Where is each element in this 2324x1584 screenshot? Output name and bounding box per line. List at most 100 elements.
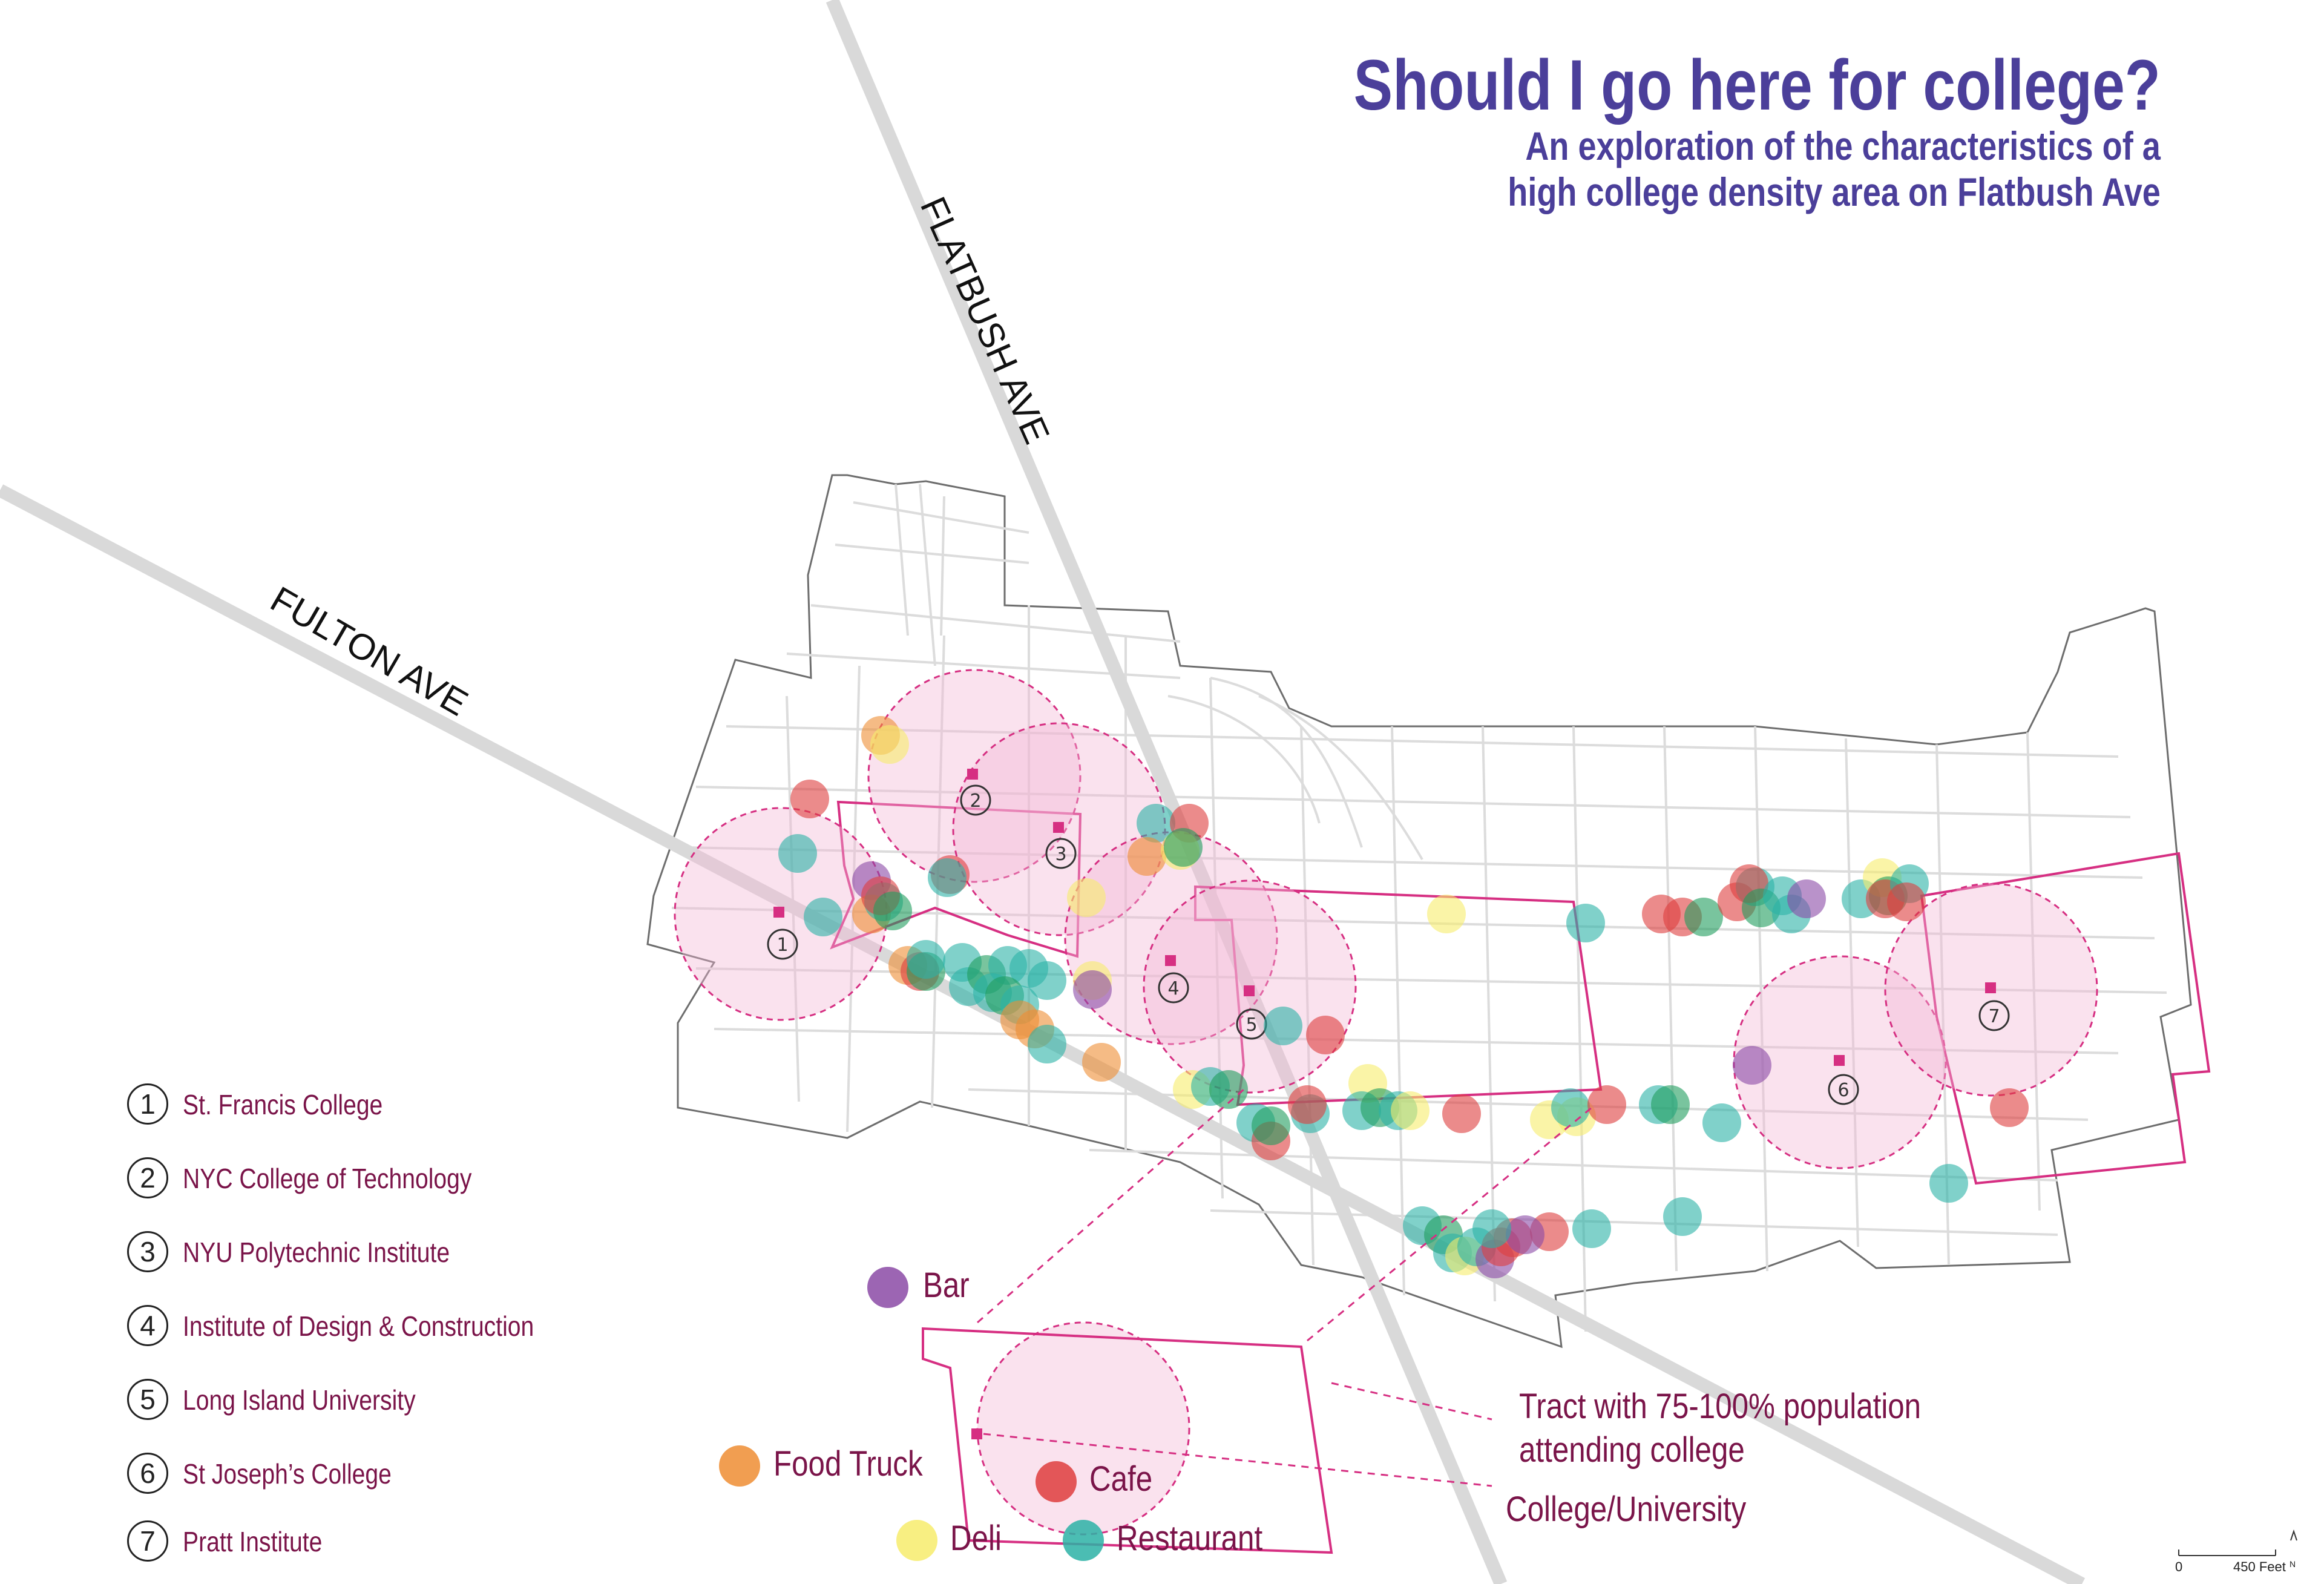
college-number: 4	[127, 1305, 168, 1346]
college-name: St. Francis College	[183, 1089, 383, 1120]
bar-point	[1073, 970, 1112, 1009]
legend-college-university-label: College/University	[1506, 1490, 1747, 1529]
green-point	[873, 892, 912, 930]
north-label: N	[2290, 1559, 2296, 1569]
svg-text:3: 3	[1055, 844, 1066, 865]
tract-boundary	[830, 800, 1082, 958]
bar-point	[1506, 1215, 1544, 1254]
college-name: Institute of Design & Construction	[183, 1310, 534, 1342]
college-buffer-4	[1064, 831, 1278, 1045]
legend-deli-dot	[896, 1520, 937, 1561]
green-point	[1209, 1070, 1248, 1109]
scale-distance-label: 450 Feet	[2233, 1559, 2286, 1574]
page-subtitle-line-1: An exploration of the characteristics of…	[1525, 123, 2161, 168]
college-list-item: 2 NYC College of Technology	[127, 1157, 672, 1200]
college-name: St Joseph’s College	[183, 1458, 392, 1490]
college-marker	[1165, 955, 1176, 966]
food-truck-point	[1128, 837, 1166, 876]
restaurant-point	[1702, 1103, 1741, 1142]
restaurant-point	[1572, 1209, 1611, 1248]
college-marker	[1985, 982, 1996, 993]
tract-boundary	[1920, 852, 2211, 1185]
north-arrow-icon	[2290, 1529, 2297, 1541]
restaurant-point	[1028, 1025, 1066, 1063]
business-points	[778, 716, 2029, 1278]
college-marker	[1834, 1055, 1845, 1066]
college-list-item: 3 NYU Polytechnic Institute	[127, 1231, 672, 1273]
college-number: 3	[127, 1231, 168, 1272]
college-number: 1	[127, 1083, 168, 1125]
deli-point	[1427, 895, 1466, 933]
svg-text:7: 7	[1988, 1006, 2000, 1027]
page-subtitle-line-2: high college density area on Flatbush Av…	[1508, 169, 2161, 214]
legend-restaurant-label: Restaurant	[1117, 1519, 1263, 1558]
deli-point	[1067, 878, 1106, 917]
flatbush-ave-line	[826, 0, 1508, 1584]
page-title: Should I go here for college?	[1353, 45, 2161, 125]
restaurant-point	[1472, 1209, 1511, 1248]
college-name: Long Island University	[183, 1384, 416, 1416]
svg-text:5: 5	[1246, 1014, 1257, 1036]
college-name: NYU Polytechnic Institute	[183, 1237, 450, 1268]
cafe-point	[1990, 1088, 2029, 1127]
restaurant-point	[907, 940, 945, 979]
college-number: 7	[127, 1520, 168, 1562]
cafe-point	[790, 780, 829, 818]
svg-text:2: 2	[970, 790, 981, 812]
college-name: NYC College of Technology	[183, 1163, 472, 1194]
scale-zero-label: 0	[2175, 1559, 2183, 1574]
college-number: 6	[127, 1453, 168, 1494]
cafe-point	[1442, 1094, 1481, 1133]
college-list-item: 1 St. Francis College	[127, 1083, 672, 1126]
cafe-point	[1288, 1085, 1327, 1124]
svg-text:4: 4	[1167, 978, 1179, 999]
legend-cafe-dot	[1036, 1461, 1077, 1502]
legend-deli-label: Deli	[950, 1519, 1002, 1558]
green-point	[1252, 1106, 1290, 1145]
college-list-item: 7 Pratt Institute	[127, 1520, 672, 1563]
legend-buffer-circle	[976, 1321, 1190, 1536]
title-block: Should I go here for college? An explora…	[1177, 48, 2161, 215]
legend-graphic	[719, 1088, 1592, 1561]
legend-tract-label-line-1: Tract with 75-100% population	[1519, 1387, 1922, 1426]
restaurant-point	[1551, 1088, 1590, 1127]
scale-bar	[2178, 1529, 2297, 1556]
college-list-item: 4 Institute of Design & Construction	[127, 1305, 672, 1347]
food-truck-point	[1082, 1043, 1121, 1082]
legend-bar-label: Bar	[923, 1266, 970, 1305]
restaurant-point	[1929, 1164, 1968, 1203]
college-marker	[1244, 985, 1255, 996]
deli-point	[1391, 1091, 1430, 1130]
restaurant-point	[1264, 1007, 1302, 1045]
restaurant-point	[804, 898, 842, 936]
bar-point	[1733, 1046, 1771, 1085]
legend-tract-label-line-2: attending college	[1519, 1430, 1745, 1470]
restaurant-point	[778, 834, 817, 873]
legend-restaurant-dot	[1063, 1520, 1104, 1561]
cafe-point	[1887, 882, 1926, 921]
college-markers	[773, 769, 1996, 1066]
green-point	[1651, 1085, 1690, 1124]
college-marker	[773, 907, 784, 918]
svg-text:1: 1	[776, 935, 788, 956]
green-point	[1164, 828, 1203, 867]
legend-food-truck-label: Food Truck	[773, 1444, 923, 1484]
college-name: Pratt Institute	[183, 1526, 323, 1557]
deli-point	[870, 725, 909, 764]
legend-tract-boundary	[922, 1327, 1333, 1554]
college-marker	[1053, 822, 1064, 833]
restaurant-point	[1028, 961, 1066, 1000]
legend-cafe-label: Cafe	[1089, 1459, 1153, 1499]
svg-text:6: 6	[1837, 1080, 1849, 1101]
college-number-markers: 1 2 3 4 5 6 7	[767, 784, 2010, 1105]
college-number: 5	[127, 1379, 168, 1420]
college-number: 2	[127, 1157, 168, 1198]
cafe-point	[1587, 1085, 1626, 1124]
college-marker	[967, 769, 978, 780]
green-point	[1684, 898, 1723, 936]
restaurant-point	[1663, 1197, 1702, 1236]
restaurant-point	[928, 858, 967, 897]
cafe-point	[1306, 1016, 1345, 1054]
restaurant-point	[1137, 804, 1175, 843]
legend-food-truck-dot	[719, 1445, 760, 1487]
